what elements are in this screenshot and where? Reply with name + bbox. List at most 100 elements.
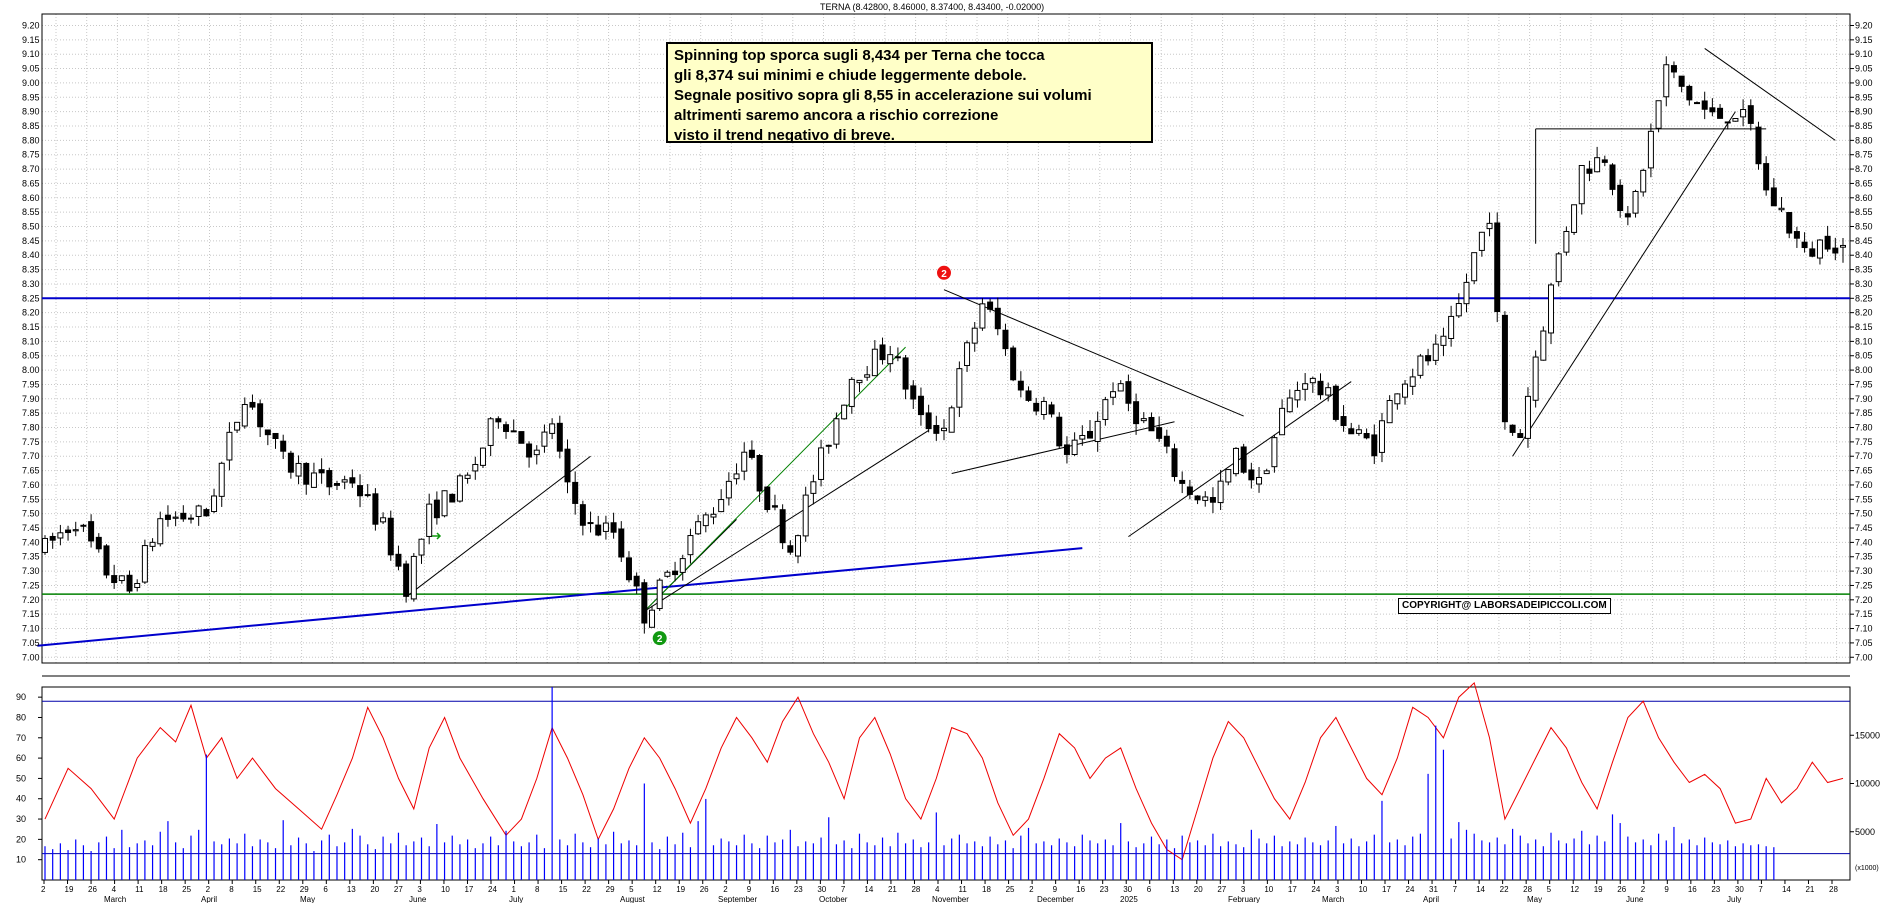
- candle-body: [111, 575, 118, 584]
- y-tick-label-left: 8.30: [22, 279, 40, 289]
- y-axis-labels: 9.20 9.20 9.15 9.15 9.10 9.10 9.05 9.05 9.00 9.00…: [16, 20, 1880, 872]
- y-tick-label-left: 8.90: [22, 107, 40, 117]
- x-tick-label: 20: [370, 885, 379, 894]
- candle-body: [917, 395, 924, 416]
- candle-body: [1763, 163, 1770, 191]
- x-tick-label: 19: [1594, 885, 1603, 894]
- candle-body: [910, 385, 917, 400]
- candle-body: [956, 368, 963, 408]
- y-tick-label-left: 7.00: [22, 652, 40, 662]
- candle-body: [1025, 390, 1032, 401]
- candle-body: [195, 505, 202, 517]
- x-tick-label: 10: [441, 885, 450, 894]
- x-tick-label: 29: [300, 885, 309, 894]
- candle-body: [1501, 314, 1508, 423]
- candle-body: [802, 494, 809, 537]
- y-tick-label: 8.35: [1855, 265, 1873, 275]
- x-tick-label: 31: [1429, 885, 1438, 894]
- candle-body: [1063, 444, 1070, 455]
- candle-body: [971, 327, 978, 344]
- y-tick-label-left: 8.55: [22, 207, 40, 217]
- candle-body: [303, 462, 310, 485]
- candle-body: [1686, 85, 1693, 101]
- y-tick-label: 7.10: [1855, 624, 1873, 634]
- x-tick-label: 3: [1335, 885, 1340, 894]
- candle-body: [57, 532, 64, 539]
- candle-body: [1670, 65, 1677, 73]
- x-tick-label: 26: [700, 885, 709, 894]
- candle-body: [218, 462, 225, 497]
- candle-body: [948, 407, 955, 433]
- candle-body: [894, 356, 901, 359]
- candle-body: [42, 537, 48, 553]
- vol-tick-label: 15000: [1855, 730, 1880, 740]
- osc-tick-label: 40: [16, 794, 26, 804]
- x-tick-label: 19: [65, 885, 74, 894]
- x-tick-label: 17: [1382, 885, 1391, 894]
- candle-body: [1624, 213, 1631, 218]
- x-tick-label: 28: [1829, 885, 1838, 894]
- osc-tick-label: 30: [16, 814, 26, 824]
- y-tick-label: 8.55: [1855, 207, 1873, 217]
- candle-body: [1486, 222, 1493, 230]
- y-tick-label: 8.20: [1855, 308, 1873, 318]
- candle-body: [456, 475, 463, 502]
- candle-body: [1724, 121, 1731, 124]
- x-tick-label: 30: [1735, 885, 1744, 894]
- green-trendline: [643, 346, 906, 612]
- candle-body: [1240, 446, 1247, 473]
- y-tick-label: 8.90: [1855, 107, 1873, 117]
- y-tick-label: 8.75: [1855, 150, 1873, 160]
- candle-body: [664, 571, 671, 577]
- candle-body: [1555, 253, 1562, 283]
- x-tick-label: 28: [911, 885, 920, 894]
- x-tick-label: 7: [1453, 885, 1458, 894]
- y-tick-label: 8.45: [1855, 236, 1873, 246]
- y-tick-label: 8.50: [1855, 222, 1873, 232]
- y-tick-label: 7.50: [1855, 509, 1873, 519]
- x-tick-label: 24: [1406, 885, 1415, 894]
- candle-body: [1202, 496, 1209, 501]
- oscillator-line: [44, 681, 1844, 861]
- x-tick-label: 11: [959, 885, 968, 894]
- y-tick-label-left: 9.05: [22, 64, 40, 74]
- candle-body: [180, 512, 187, 520]
- candle-body: [625, 557, 632, 581]
- x-tick-label: 7: [1758, 885, 1763, 894]
- y-tick-label: 8.15: [1855, 322, 1873, 332]
- candle-body: [1294, 389, 1301, 401]
- candle-body: [1740, 109, 1747, 118]
- candle-body: [287, 452, 294, 473]
- y-tick-label-left: 7.50: [22, 509, 40, 519]
- candle-body: [810, 481, 817, 494]
- candle-body: [818, 447, 825, 480]
- candle-body: [902, 357, 909, 390]
- candle-body: [257, 403, 264, 428]
- candle-body: [141, 545, 148, 583]
- month-label: May: [1527, 895, 1542, 903]
- candle-body: [1225, 469, 1232, 483]
- y-tick-label-left: 8.50: [22, 222, 40, 232]
- candle-body: [441, 490, 448, 517]
- candle-body: [718, 499, 725, 513]
- candle-body: [1378, 420, 1385, 453]
- candle-body: [925, 412, 932, 430]
- x-tick-label: 3: [417, 885, 422, 894]
- signal-marker-red: [937, 265, 951, 280]
- candle-body: [395, 553, 402, 567]
- y-tick-label-left: 7.20: [22, 595, 40, 605]
- candle-body: [987, 301, 994, 310]
- y-tick-label: 7.45: [1855, 523, 1873, 533]
- candle-body: [372, 493, 379, 525]
- candle-body: [1617, 184, 1624, 212]
- y-tick-label: 7.40: [1855, 537, 1873, 547]
- y-tick-label-left: 8.95: [22, 92, 40, 102]
- long-term-trendline: [37, 547, 1083, 647]
- grid: [42, 14, 1850, 663]
- trend-lines: [37, 48, 1836, 647]
- y-tick-label-left: 8.60: [22, 193, 40, 203]
- candle-body: [134, 582, 141, 588]
- candle-body: [1517, 433, 1524, 439]
- candle-body: [687, 535, 694, 556]
- note-line: Segnale positivo sopra gli 8,55 in accel…: [674, 87, 1092, 104]
